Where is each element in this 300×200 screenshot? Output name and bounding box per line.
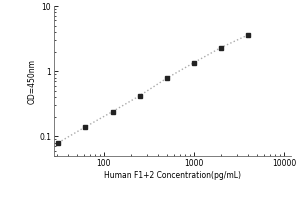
Y-axis label: OD=450nm: OD=450nm (27, 58, 36, 104)
X-axis label: Human F1+2 Concentration(pg/mL): Human F1+2 Concentration(pg/mL) (104, 171, 241, 180)
